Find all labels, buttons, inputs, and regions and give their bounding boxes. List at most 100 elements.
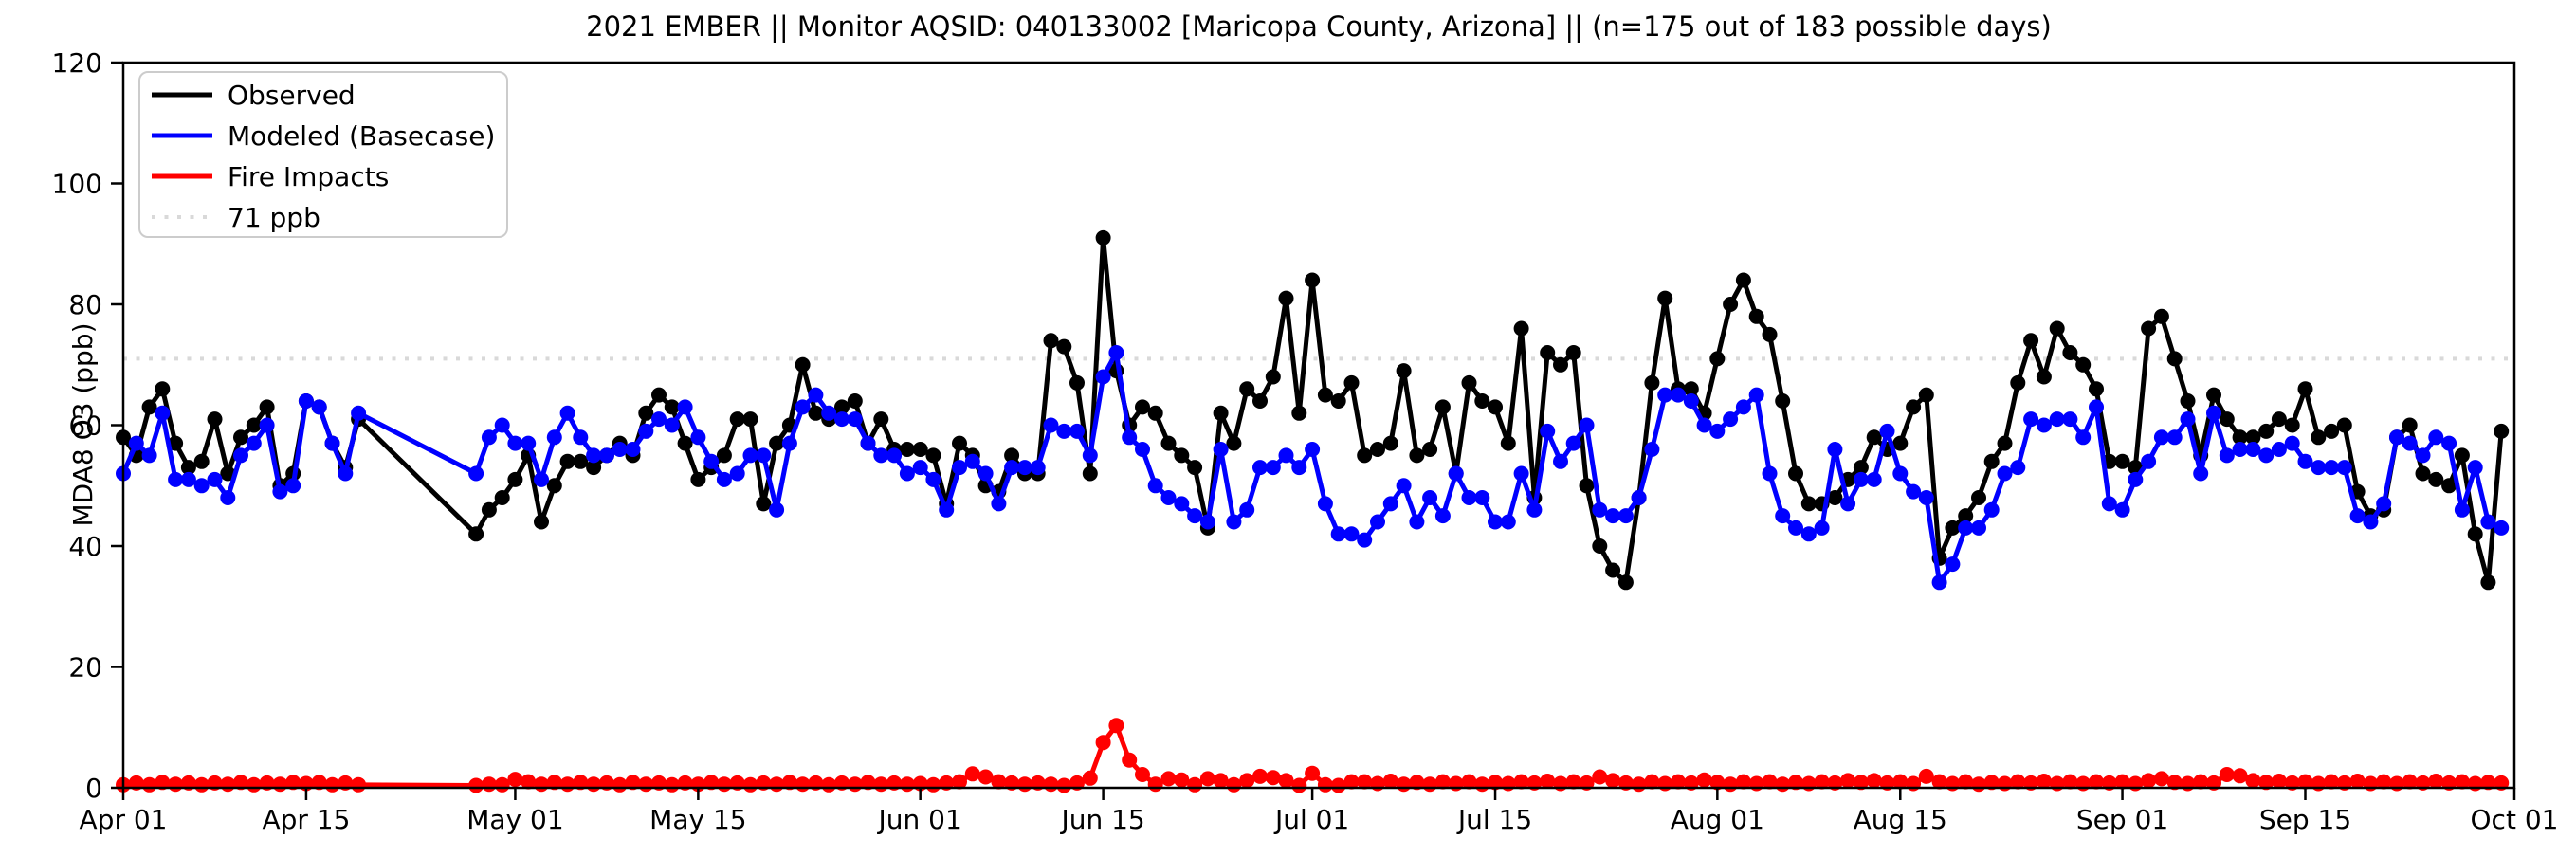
fire-data-point [2232,768,2248,784]
modeled-data-point [1788,520,1803,536]
fire-data-point [2349,774,2366,789]
observed-data-point [690,471,706,487]
observed-data-point [1644,374,1660,391]
fire-data-point [821,776,837,793]
x-tick-label: Aug 15 [1854,804,1947,835]
fire-data-point [246,776,262,793]
modeled-data-point [1174,496,1190,512]
observed-data-point [1082,465,1098,482]
fire-data-point [311,775,327,791]
fire-data-point [1735,774,1751,790]
modeled-data-point [1409,514,1425,530]
modeled-data-point [1199,514,1215,530]
modeled-data-point [1671,387,1686,403]
observed-data-point [2010,374,2026,391]
modeled-data-point [1709,423,1726,439]
fire-data-point [1696,772,1712,788]
modeled-data-point [2467,460,2483,476]
fire-markers [116,718,2510,793]
modeled-data-point [1016,460,1032,476]
observed-data-point [2219,411,2235,428]
modeled-data-point [1983,501,2000,518]
observed-data-point [1357,447,1373,464]
observed-data-point [1983,453,2000,469]
fire-data-point [716,776,732,793]
observed-data-point [1095,229,1111,246]
modeled-data-point [716,471,732,487]
fire-data-point [1199,771,1215,787]
fire-data-point [769,776,785,793]
x-tick-label: May 15 [649,804,746,835]
modeled-data-point [625,442,641,457]
modeled-data-point [180,471,196,487]
observed-data-point [742,411,758,428]
fire-data-point [1631,776,1647,793]
modeled-data-point [1800,526,1817,542]
observed-data-point [1906,399,1922,415]
observed-data-point [1461,374,1477,391]
fire-data-point [521,774,537,790]
fire-data-point [1135,767,1150,782]
fire-data-point [494,776,510,793]
observed-data-point [1827,490,1843,505]
modeled-data-point [1278,447,1294,464]
modeled-data-point [1553,453,1568,469]
fire-data-point [1226,776,1242,793]
modeled-data-point [912,460,928,476]
modeled-data-point [598,447,614,464]
fire-data-point [285,775,301,791]
modeled-data-point [925,471,941,487]
fire-data-point [1343,774,1360,790]
modeled-data-point [690,429,706,446]
observed-data-point [1513,320,1529,337]
modeled-data-point [1853,471,1869,487]
modeled-data-point [338,465,354,482]
observed-data-point [1056,338,1072,355]
y-tick-label: 0 [85,773,102,804]
x-tick-label: Sep 01 [2076,804,2168,835]
fire-data-point [1043,776,1059,793]
observed-data-point [1265,369,1281,385]
observed-data-point [2036,369,2052,385]
modeled-data-point [2114,501,2130,518]
fire-data-point [991,774,1007,790]
fire-data-point [1931,774,1947,790]
modeled-data-point [2324,460,2340,476]
observed-data-point [1892,435,1909,451]
fire-data-point [742,776,758,793]
modeled-data-point [494,417,510,433]
modeled-data-point [246,435,262,451]
observed-data-point [1958,508,1974,524]
fire-data-point [977,769,994,785]
modeled-data-point [507,435,523,451]
fire-data-point [2114,774,2130,790]
modeled-data-point [2284,435,2300,451]
fire-data-point [1983,775,2000,791]
modeled-data-point [1305,442,1321,457]
x-tick-label: Jul 01 [1273,804,1349,835]
legend-item-threshold: 71 ppb [152,202,320,233]
observed-data-point [1135,399,1150,415]
modeled-data-point [873,447,889,464]
modeled-data-point [2297,453,2313,469]
modeled-data-point [677,399,693,415]
modeled-data-point [834,411,850,428]
modeled-data-point [1252,460,1268,476]
modeled-data-point [1866,471,1882,487]
observed-data-point [1762,326,1778,342]
observed-data-point [716,447,732,464]
modeled-data-point [991,496,1007,512]
fire-data-point [534,776,549,793]
modeled-data-point [2010,460,2026,476]
observed-data-point [1043,333,1059,349]
observed-data-point [808,405,824,421]
fire-data-point [2153,771,2169,787]
modeled-data-point [1827,442,1843,457]
fire-data-point [168,776,184,793]
modeled-data-point [2336,460,2352,476]
modeled-data-point [1592,501,1608,518]
observed-data-point [2232,429,2248,446]
observed-data-point [1918,387,1934,403]
observed-data-point [246,417,262,433]
modeled-data-point [534,471,549,487]
